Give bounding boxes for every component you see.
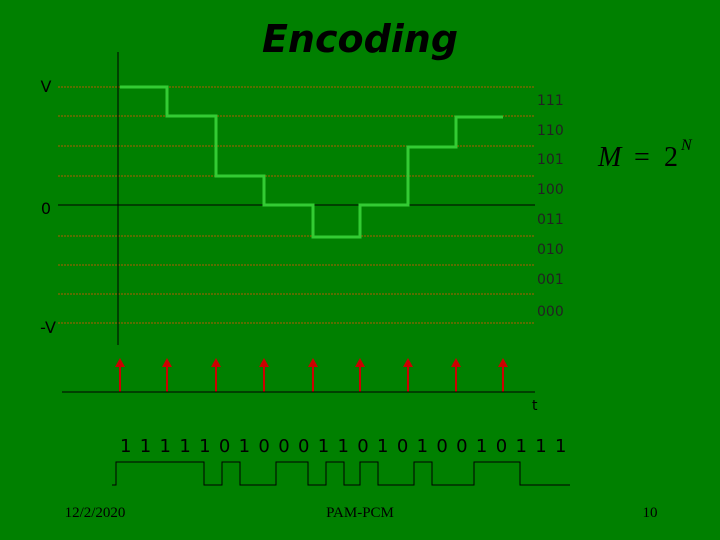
- bit-string: 1 1 1 1 1 0 1 0 0 0 1 1 0 1 0 1 0 0 1 0 …: [120, 436, 568, 457]
- time-label: t: [532, 398, 538, 414]
- v-label: V: [41, 77, 52, 96]
- level-label: 101: [537, 152, 564, 168]
- formula: M = 2 N: [597, 137, 693, 173]
- level-label: 000: [537, 304, 564, 320]
- neg-v-label: -V: [40, 318, 56, 337]
- sample-arrows: [115, 358, 508, 392]
- footer-title: PAM-PCM: [326, 505, 394, 521]
- formula-lhs: M: [597, 142, 623, 173]
- level-label: 111: [537, 93, 564, 109]
- footer-date: 12/2/2020: [65, 505, 126, 521]
- page-number: 10: [643, 505, 658, 521]
- level-label: 010: [537, 242, 564, 258]
- formula-operator: =: [634, 142, 650, 173]
- formula-exponent: N: [680, 137, 693, 154]
- bit-waveform: [112, 461, 570, 486]
- level-labels: 111 110 101 100 011 010 001 000: [537, 93, 564, 320]
- level-label: 110: [537, 123, 564, 139]
- level-label: 100: [537, 182, 564, 198]
- quantized-signal: [120, 85, 503, 239]
- formula-base: 2: [664, 142, 678, 173]
- level-label: 001: [537, 272, 564, 288]
- zero-label: 0: [41, 199, 51, 218]
- level-label: 011: [537, 212, 564, 228]
- title: Encoding: [262, 17, 458, 61]
